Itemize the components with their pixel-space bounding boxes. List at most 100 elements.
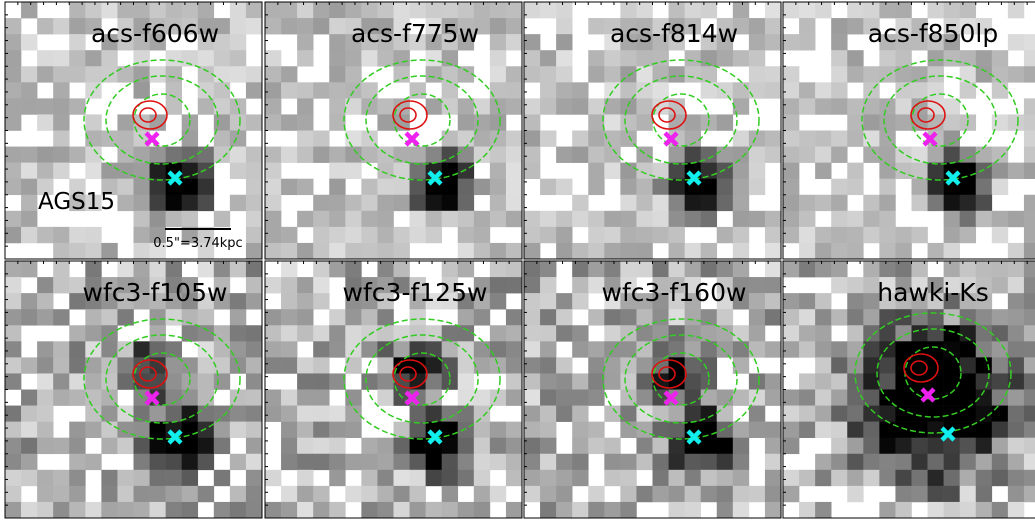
pixel xyxy=(181,293,199,310)
pixel xyxy=(377,178,394,196)
pixel xyxy=(652,66,669,83)
pixel xyxy=(149,437,166,455)
pixel xyxy=(863,210,880,228)
pixel xyxy=(879,242,896,259)
pixel xyxy=(540,389,557,406)
pixel xyxy=(863,453,880,471)
pixel xyxy=(815,146,832,163)
image xyxy=(265,261,522,518)
pixel xyxy=(393,194,410,212)
pixel xyxy=(53,66,70,83)
pixel xyxy=(313,325,330,342)
pixel xyxy=(489,293,507,310)
pixel xyxy=(556,18,573,35)
pixel xyxy=(636,50,653,67)
pixel xyxy=(991,453,1009,471)
pixel xyxy=(588,309,605,326)
pixel xyxy=(716,309,734,326)
pixel xyxy=(409,469,426,487)
pixel xyxy=(783,114,800,131)
pixel xyxy=(572,194,589,212)
pixel xyxy=(5,66,22,83)
pixel xyxy=(245,453,262,471)
pixel xyxy=(1007,2,1025,19)
pixel xyxy=(1007,437,1025,455)
pixel xyxy=(911,261,928,278)
pixel xyxy=(329,501,346,518)
pixel xyxy=(489,242,507,259)
pixel xyxy=(5,485,22,503)
pixel xyxy=(604,373,621,390)
pixel xyxy=(377,114,394,131)
panel: acs-f814w xyxy=(523,1,782,260)
pixel xyxy=(197,2,215,19)
pixel xyxy=(991,389,1009,406)
pixel xyxy=(799,210,816,228)
pixel xyxy=(895,2,912,19)
pixel xyxy=(799,341,816,358)
pixel xyxy=(457,261,475,278)
pixel xyxy=(5,34,22,51)
pixel xyxy=(313,82,330,99)
pixel xyxy=(313,437,330,455)
pixel xyxy=(799,309,816,326)
pixel xyxy=(799,34,816,51)
pixel xyxy=(620,293,637,310)
pixel xyxy=(879,194,896,212)
pixel xyxy=(297,242,314,259)
pixel xyxy=(165,485,182,503)
pixel xyxy=(181,325,199,342)
pixel xyxy=(149,405,166,422)
pixel xyxy=(265,98,282,115)
pixel xyxy=(377,261,394,278)
pixel xyxy=(815,226,832,244)
pixel xyxy=(101,178,118,196)
pixel xyxy=(133,18,150,35)
pixel xyxy=(505,469,522,487)
pixel xyxy=(425,469,442,487)
panel: acs-f775w xyxy=(264,1,523,260)
pixel xyxy=(473,178,491,196)
pixel xyxy=(1023,261,1035,278)
pixel xyxy=(85,162,102,179)
pixel xyxy=(815,309,832,326)
pixel xyxy=(1007,501,1025,518)
pixel xyxy=(5,277,22,294)
pixel xyxy=(668,146,685,163)
pixel xyxy=(684,405,701,422)
pixel xyxy=(297,389,314,406)
pixel xyxy=(409,421,426,438)
pixel xyxy=(21,421,38,438)
pixel xyxy=(457,453,475,471)
pixel xyxy=(991,437,1009,455)
pixel xyxy=(181,485,199,503)
pixel xyxy=(197,178,215,196)
pixel xyxy=(329,82,346,99)
pixel xyxy=(588,130,605,147)
pixel xyxy=(165,277,182,294)
pixel xyxy=(764,485,781,503)
pixel xyxy=(668,242,685,259)
pixel xyxy=(69,357,86,374)
pixel xyxy=(181,178,199,196)
pixel xyxy=(604,226,621,244)
pixel xyxy=(943,18,960,35)
pixel xyxy=(524,2,541,19)
pixel xyxy=(149,114,166,131)
pixel xyxy=(572,242,589,259)
pixel xyxy=(572,210,589,228)
pixel xyxy=(37,98,54,115)
pixel xyxy=(457,242,475,259)
pixel xyxy=(297,309,314,326)
pixel xyxy=(732,98,750,115)
cyan-marker xyxy=(167,170,183,186)
pixel xyxy=(21,389,38,406)
pixel xyxy=(831,261,848,278)
pixel xyxy=(313,357,330,374)
pixel xyxy=(943,50,960,67)
pixel xyxy=(748,210,766,228)
pixel xyxy=(313,261,330,278)
pixel xyxy=(489,98,507,115)
pixel xyxy=(361,485,378,503)
